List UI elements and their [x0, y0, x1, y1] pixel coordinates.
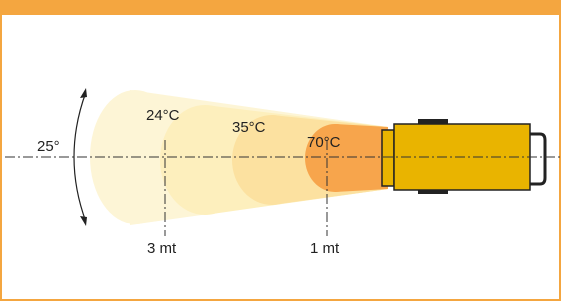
temperature-label: 70°C [307, 134, 341, 151]
angle-label: 25° [37, 138, 60, 155]
top-band [0, 0, 561, 15]
temperature-label: 24°C [146, 107, 180, 124]
distance-label: 1 mt [310, 240, 340, 257]
cone-70 [335, 124, 388, 192]
diagram: 25° 24°C 35°C 70°C 3 mt 1 mt [0, 0, 561, 301]
heater-nozzle [382, 130, 394, 186]
temperature-label: 35°C [232, 119, 266, 136]
distance-label: 3 mt [147, 240, 177, 257]
